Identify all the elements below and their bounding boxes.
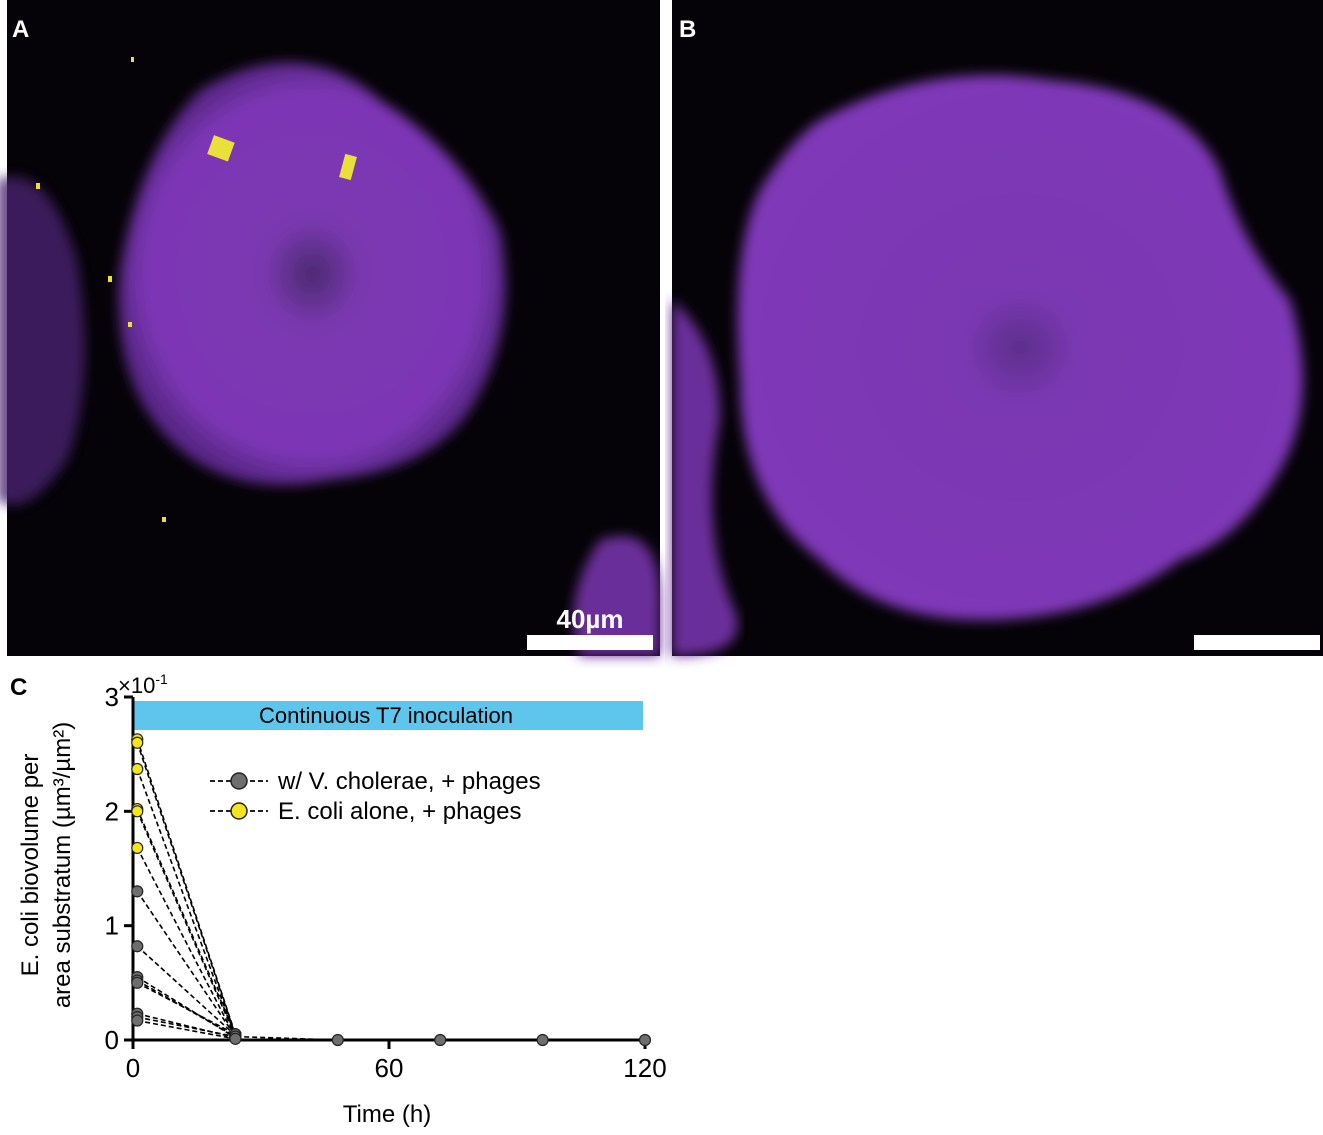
x-tick-label: 60 [375, 1053, 404, 1083]
x-tick-label: 120 [623, 1053, 666, 1083]
x-tick-label: 0 [126, 1053, 140, 1083]
y-tick-label: 0 [105, 1025, 119, 1055]
annotation: Continuous T7 inoculation [259, 703, 513, 728]
data-point [332, 1035, 343, 1046]
series-line [137, 769, 235, 1037]
data-point [132, 806, 143, 817]
x-axis-title: Time (h) [343, 1101, 431, 1128]
scale-bar-label: 40µm [556, 604, 623, 634]
series-line [137, 811, 235, 1036]
figure: 40µm A B C ×10-1 Continuous T7 inoculati… [0, 0, 1323, 1130]
plot: 0 1 2 3 0 60 120 w/ V. cholerae, + phages E. col… [105, 682, 667, 1083]
data-point [132, 737, 143, 748]
legend-marker [231, 803, 247, 819]
image-a: 40µm A [0, 0, 660, 656]
y-tick-label: 3 [105, 682, 119, 712]
y-multiplier-base: ×10 [118, 673, 155, 698]
series-line [137, 809, 235, 1034]
series-line [137, 981, 235, 1037]
series-line [137, 1017, 235, 1036]
y-multiplier: ×10-1 [118, 671, 168, 698]
panel-label: C [10, 674, 27, 701]
data-point [435, 1035, 446, 1046]
series-line [137, 1014, 235, 1038]
data-point [640, 1035, 651, 1046]
panel-label: B [679, 16, 696, 43]
y-tick-label: 2 [105, 796, 119, 826]
data-point [132, 941, 143, 952]
series-line [137, 891, 645, 1040]
data-point [132, 886, 143, 897]
legend-label: E. coli alone, + phages [278, 798, 522, 825]
series-line [137, 1021, 235, 1039]
data-point [537, 1035, 548, 1046]
data-point [132, 1015, 143, 1026]
y-tick-label: 1 [105, 911, 119, 941]
legend-label: w/ V. cholerae, + phages [277, 768, 541, 795]
data-point [132, 842, 143, 853]
y-axis-title: E. coli biovolume per [17, 754, 44, 977]
legend-marker [231, 773, 247, 789]
y-multiplier-exponent: -1 [155, 671, 168, 687]
y-axis-title: area substratum (µm³/µm²) [49, 722, 76, 1008]
data-point [132, 977, 143, 988]
data-point [230, 1033, 241, 1044]
image-b: B [672, 0, 1323, 656]
data-point [132, 764, 143, 775]
panel-label: A [12, 16, 29, 43]
